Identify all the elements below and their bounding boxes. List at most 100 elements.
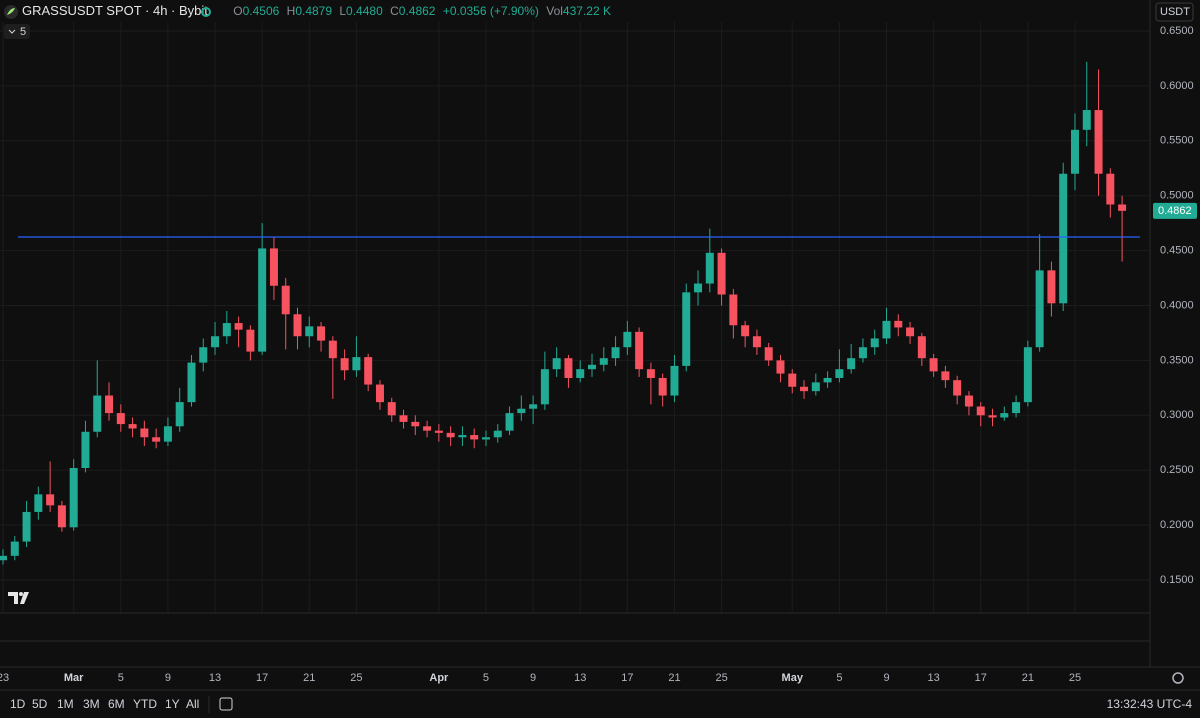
candle-body [623, 331, 632, 348]
x-tick-label: 13 [209, 672, 221, 684]
o-value: 0.4506 [243, 4, 280, 18]
candle-body [411, 421, 420, 427]
candle-body [317, 326, 326, 341]
candle-body [187, 362, 196, 403]
candle-body [670, 365, 679, 396]
candle-body [635, 331, 644, 370]
candle-body [234, 323, 243, 330]
y-tick-label: 0.3000 [1160, 409, 1194, 421]
range-button[interactable]: 5D [32, 697, 48, 711]
candle-body [1118, 204, 1127, 211]
last-price-label: 0.4862 [1158, 205, 1192, 217]
last-price-tag [1153, 202, 1197, 219]
vol-value: 437.22 K [563, 4, 611, 18]
candle-body [776, 360, 785, 374]
candle-body [752, 336, 761, 348]
x-tick-label: 5 [836, 672, 842, 684]
range-button[interactable]: All [186, 697, 199, 711]
candle-body [340, 358, 349, 371]
candle-body [246, 329, 255, 352]
range-button[interactable]: 1M [57, 697, 74, 711]
candle-body [540, 369, 549, 405]
x-tick-label: Apr [429, 672, 449, 684]
candle-body [858, 347, 867, 359]
candle-body [705, 252, 714, 284]
candle-body [906, 327, 915, 337]
candle-body [211, 336, 220, 348]
x-tick-label: Mar [64, 672, 84, 684]
x-tick-label: 9 [165, 672, 171, 684]
x-tick-label: 23 [0, 672, 9, 684]
x-tick-label: 17 [621, 672, 633, 684]
candle-body [917, 336, 926, 359]
indicators-count: 5 [20, 26, 26, 38]
y-tick-label: 0.6500 [1160, 25, 1194, 37]
symbol: GRASSUSDT SPOT · 4h · Bybit [22, 3, 208, 18]
candle-body [446, 432, 455, 438]
candle-body [835, 369, 844, 378]
y-tick-label: 0.2000 [1160, 519, 1194, 531]
candle-body [281, 285, 290, 315]
range-button[interactable]: YTD [133, 697, 157, 711]
candle-body [646, 369, 655, 378]
range-button[interactable]: 3M [83, 697, 100, 711]
candle-body [493, 430, 502, 438]
candle-body [305, 326, 314, 337]
candle-body [481, 437, 490, 440]
candle-body [458, 435, 467, 438]
c-value: 0.4862 [399, 4, 436, 18]
candle-body [800, 386, 809, 392]
x-tick-label: 21 [303, 672, 315, 684]
candle-body [764, 347, 773, 361]
candle-body [694, 283, 703, 293]
candle-body [988, 415, 997, 418]
candle-body [10, 541, 19, 556]
range-button[interactable]: 1D [10, 697, 26, 711]
vol-label: Vol [546, 4, 563, 18]
candle-body [105, 395, 114, 414]
candle-body [811, 382, 820, 392]
candle-body [175, 402, 184, 427]
grid [0, 22, 1150, 613]
candle-body [870, 338, 879, 348]
candle-body [328, 340, 337, 359]
candle-body [1047, 270, 1056, 304]
candle-body [658, 377, 667, 396]
candle-body [823, 377, 832, 383]
candle-body [552, 358, 561, 370]
candle-body [293, 314, 302, 337]
x-tick-label: 17 [975, 672, 987, 684]
candle-body [529, 404, 538, 409]
x-tick-label: 9 [883, 672, 889, 684]
candle-body [882, 320, 891, 339]
l-label: L [339, 4, 346, 18]
chevron-icon [8, 29, 16, 34]
settings-icon[interactable] [1172, 672, 1184, 684]
candle-body [976, 406, 985, 416]
candle-body [741, 325, 750, 337]
candle-body [163, 426, 172, 442]
candle-body [93, 395, 102, 432]
candle-body [199, 347, 208, 363]
y-tick-label: 0.6000 [1160, 80, 1194, 92]
y-tick-label: 0.3500 [1160, 354, 1194, 366]
symbol-logo-leaf [7, 8, 15, 15]
status-dot [201, 7, 211, 17]
candle-body [1082, 110, 1091, 130]
candles [0, 61, 1127, 565]
candle-body [717, 252, 726, 295]
candle-body [964, 395, 973, 407]
x-tick-label: May [782, 672, 804, 684]
date-range-icon[interactable] [219, 697, 233, 711]
change: +0.0356 (+7.90%) [443, 4, 539, 18]
range-button[interactable]: 6M [108, 697, 125, 711]
candle-body [222, 323, 231, 337]
candle-body [729, 294, 738, 326]
range-button[interactable]: 1Y [165, 697, 180, 711]
currency-button[interactable] [1155, 2, 1194, 22]
candle-body [364, 357, 373, 385]
candle-body [81, 431, 90, 469]
candle-body [128, 424, 137, 429]
indicators-toggle[interactable] [4, 24, 30, 39]
candle-body [682, 292, 691, 366]
